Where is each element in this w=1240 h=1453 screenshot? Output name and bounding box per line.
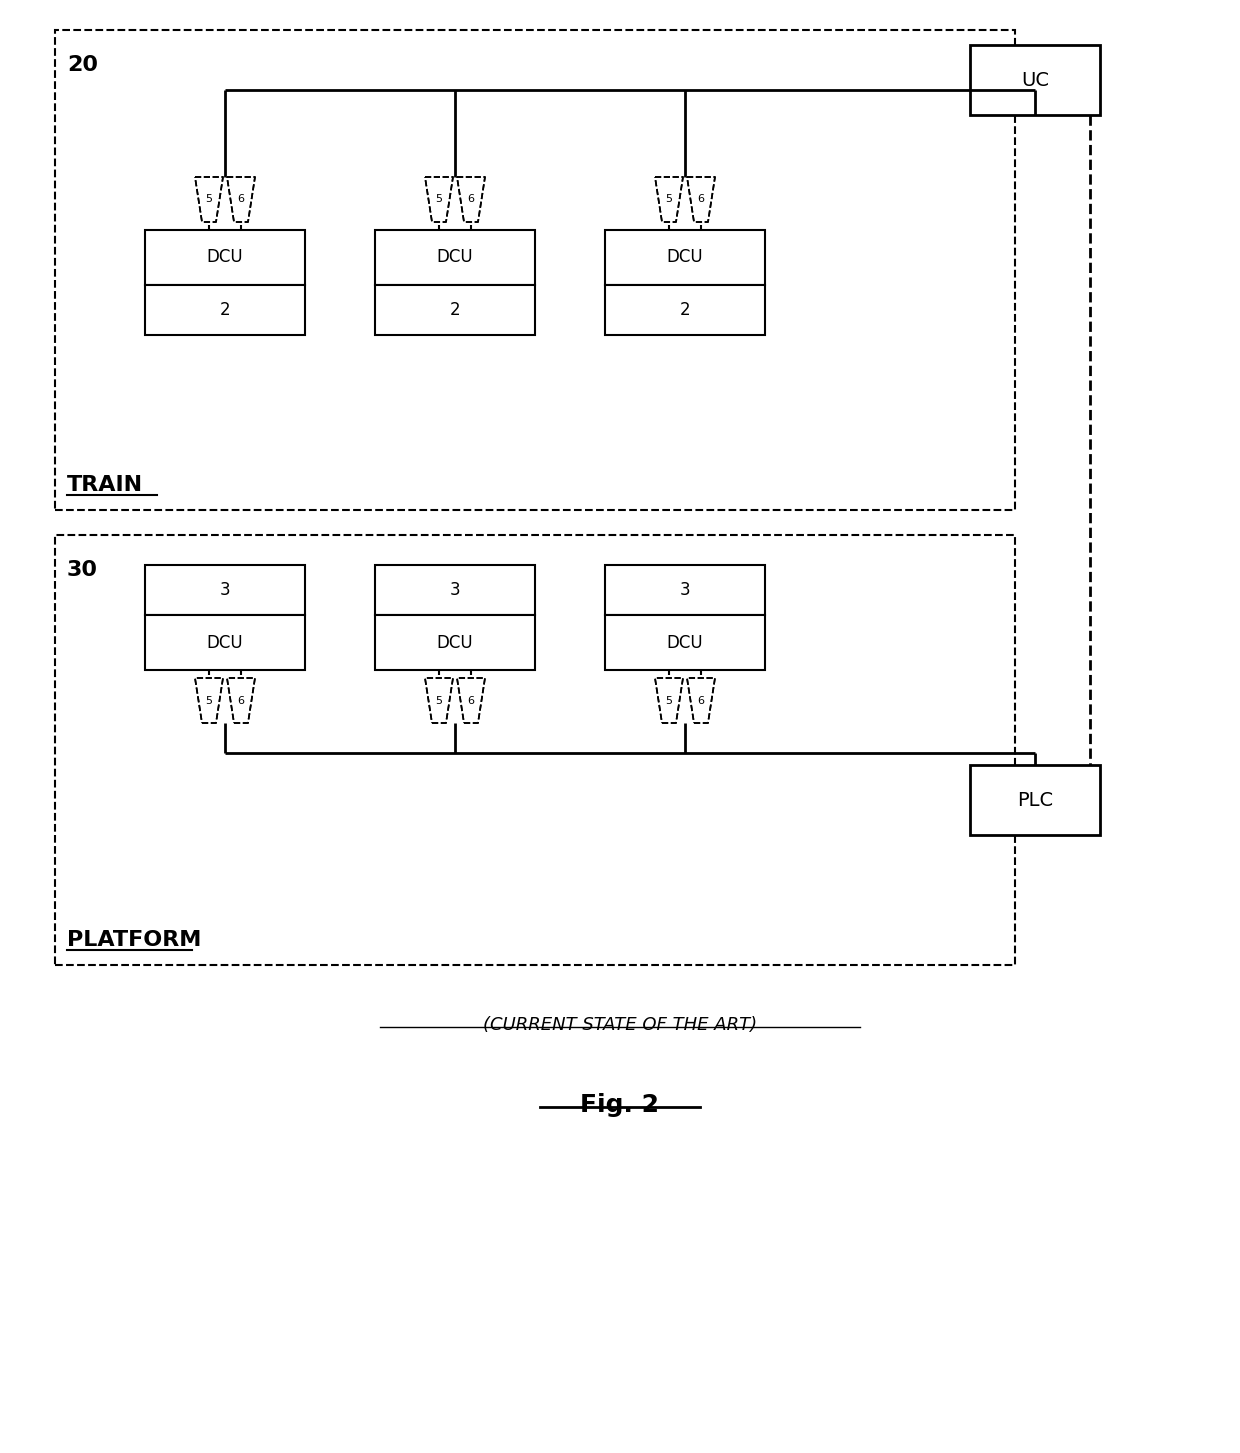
Text: 5: 5 bbox=[435, 696, 443, 706]
Bar bbox=[145, 230, 305, 285]
Text: DCU: DCU bbox=[436, 248, 474, 266]
Bar bbox=[605, 230, 765, 285]
Text: UC: UC bbox=[1021, 71, 1049, 90]
Bar bbox=[145, 565, 305, 615]
Text: DCU: DCU bbox=[667, 248, 703, 266]
Text: 5: 5 bbox=[206, 195, 212, 205]
Text: PLC: PLC bbox=[1017, 790, 1053, 809]
Bar bbox=[374, 615, 534, 670]
Polygon shape bbox=[687, 679, 715, 724]
Text: 2: 2 bbox=[450, 301, 460, 320]
Polygon shape bbox=[195, 679, 223, 724]
Text: 5: 5 bbox=[666, 195, 672, 205]
Polygon shape bbox=[458, 177, 485, 222]
Polygon shape bbox=[195, 177, 223, 222]
Text: 5: 5 bbox=[206, 696, 212, 706]
Polygon shape bbox=[227, 679, 255, 724]
Polygon shape bbox=[425, 679, 453, 724]
Bar bbox=[970, 45, 1100, 115]
Text: 6: 6 bbox=[697, 195, 704, 205]
Bar bbox=[374, 230, 534, 285]
Text: 6: 6 bbox=[238, 696, 244, 706]
Text: 3: 3 bbox=[450, 581, 460, 599]
Text: 6: 6 bbox=[238, 195, 244, 205]
Polygon shape bbox=[687, 177, 715, 222]
Bar bbox=[55, 535, 1016, 965]
Text: PLATFORM: PLATFORM bbox=[67, 930, 201, 950]
Bar bbox=[145, 615, 305, 670]
Polygon shape bbox=[655, 177, 683, 222]
Text: 6: 6 bbox=[467, 696, 475, 706]
Polygon shape bbox=[425, 177, 453, 222]
Bar bbox=[374, 565, 534, 615]
Text: 3: 3 bbox=[680, 581, 691, 599]
Text: 2: 2 bbox=[219, 301, 231, 320]
Bar bbox=[145, 285, 305, 336]
Text: Fig. 2: Fig. 2 bbox=[580, 1093, 660, 1117]
Polygon shape bbox=[655, 679, 683, 724]
Text: 6: 6 bbox=[467, 195, 475, 205]
Bar bbox=[374, 285, 534, 336]
Bar bbox=[970, 764, 1100, 835]
Bar bbox=[55, 31, 1016, 510]
Text: DCU: DCU bbox=[436, 634, 474, 651]
Text: DCU: DCU bbox=[207, 248, 243, 266]
Text: 5: 5 bbox=[435, 195, 443, 205]
Bar bbox=[605, 615, 765, 670]
Bar bbox=[605, 565, 765, 615]
Polygon shape bbox=[458, 679, 485, 724]
Text: 5: 5 bbox=[666, 696, 672, 706]
Text: 6: 6 bbox=[697, 696, 704, 706]
Text: DCU: DCU bbox=[207, 634, 243, 651]
Bar bbox=[605, 285, 765, 336]
Text: 3: 3 bbox=[219, 581, 231, 599]
Text: DCU: DCU bbox=[667, 634, 703, 651]
Polygon shape bbox=[227, 177, 255, 222]
Text: 20: 20 bbox=[67, 55, 98, 76]
Text: (CURRENT STATE OF THE ART): (CURRENT STATE OF THE ART) bbox=[482, 1016, 758, 1035]
Text: 30: 30 bbox=[67, 559, 98, 580]
Text: 2: 2 bbox=[680, 301, 691, 320]
Text: TRAIN: TRAIN bbox=[67, 475, 143, 495]
